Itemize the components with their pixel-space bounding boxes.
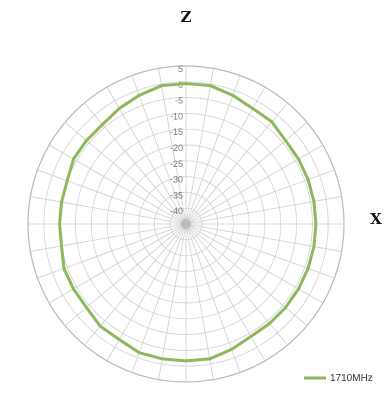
grid-spoke: [185, 122, 308, 225]
grid-spoke: [64, 122, 187, 225]
grid-spoke: [37, 169, 187, 225]
radial-tick-label: -40: [170, 206, 183, 216]
radial-tick-label: 5: [178, 64, 183, 74]
grid-spoke: [185, 223, 335, 279]
grid-spoke: [48, 223, 187, 304]
grid-spoke: [185, 169, 335, 225]
grid-spoke: [30, 196, 187, 225]
grid-spoke: [106, 86, 187, 225]
grid-spoke: [64, 223, 187, 326]
grid-spoke: [185, 223, 324, 304]
grid-spoke: [185, 68, 214, 225]
grid-spoke: [185, 144, 324, 225]
grid-spoke: [48, 144, 187, 225]
grid-spoke: [84, 223, 187, 346]
grid-spoke: [185, 86, 266, 225]
radial-tick-label: -35: [170, 190, 183, 200]
grid-spoke: [185, 223, 241, 373]
legend: 1710MHz: [304, 373, 373, 384]
grid-spoke: [185, 223, 288, 346]
grid-spoke: [185, 223, 214, 380]
grid-spoke: [185, 75, 241, 225]
grid-spoke: [185, 196, 342, 225]
z-axis-letter: Z: [181, 8, 192, 26]
radial-tick-label: -20: [170, 143, 183, 153]
radial-tick-label: -5: [175, 96, 183, 106]
grid-spoke: [158, 223, 187, 380]
grid-spoke: [185, 223, 342, 252]
series-line: [58, 82, 318, 363]
grid-spoke: [84, 102, 187, 225]
series-layer: [58, 82, 318, 363]
radial-tick-labels: 50-5-10-15-20-25-30-35-40: [170, 64, 183, 216]
grid-spoke: [106, 223, 187, 362]
radial-tick-label: -15: [170, 127, 183, 137]
grid-spoke: [185, 102, 288, 225]
grid-spoke: [30, 223, 187, 252]
legend-label: 1710MHz: [330, 373, 373, 384]
grid-spoke: [131, 223, 187, 373]
grid-spoke: [158, 68, 187, 225]
grid-spoke: [131, 75, 187, 225]
grid-center: [181, 219, 191, 229]
radial-tick-label: -25: [170, 159, 183, 169]
grid-spoke: [185, 223, 308, 326]
grid-spoke: [37, 223, 187, 279]
grid-spoke: [185, 223, 266, 362]
polar-grid: [27, 65, 345, 383]
radial-tick-label: -30: [170, 175, 183, 185]
radial-tick-label: -10: [170, 111, 183, 121]
x-axis-letter: X: [370, 210, 382, 228]
